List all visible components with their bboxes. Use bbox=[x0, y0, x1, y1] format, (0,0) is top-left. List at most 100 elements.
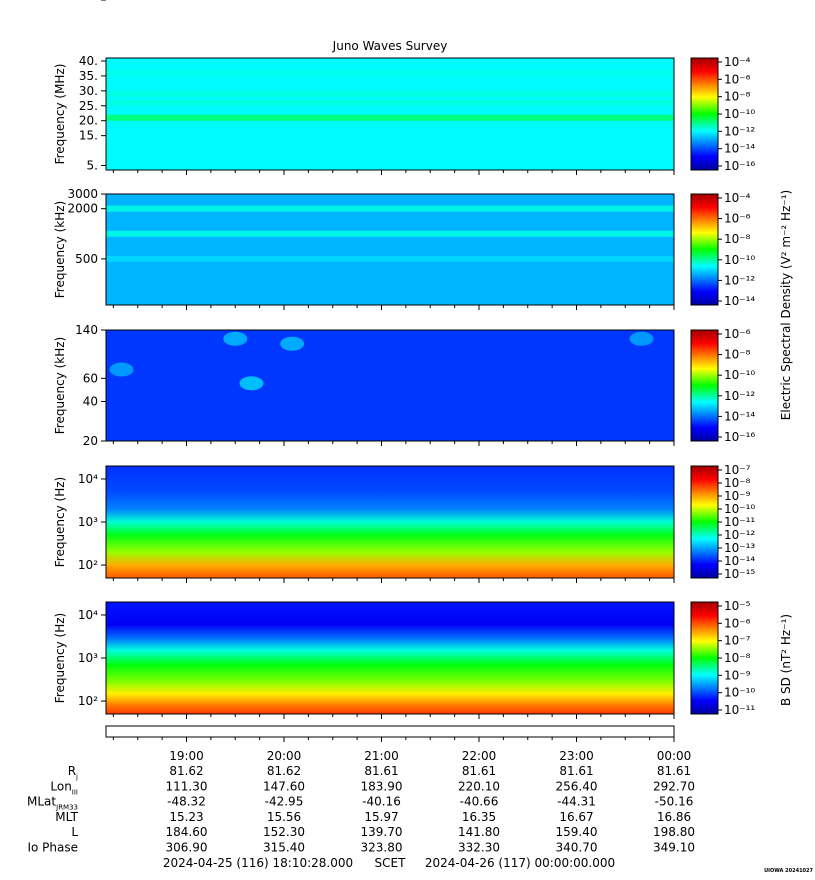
panel-3: 140 100 60 40 20 Frequency (kHz) 10⁻⁶ 10⁻⁸ 10⁻¹⁰… bbox=[53, 0, 755, 448]
spectrogram-panels: 5. 10. 15.20.25.30.35.40. Frequency (MHz) 10… bbox=[53, 0, 755, 719]
panel-4: 10⁴ 10³ 10² Frequency (Hz) 10⁻⁷10⁻⁸10⁻⁹10⁻¹⁰… bbox=[53, 463, 755, 583]
colorbar-tick-label: 10⁻¹² bbox=[724, 389, 755, 403]
y-tick-label: 3000 bbox=[67, 187, 98, 201]
y-axis-label: Frequency (Hz) bbox=[53, 477, 67, 568]
ephemeris-value: 81.61 bbox=[559, 764, 593, 778]
y-tick-label: 10. bbox=[79, 0, 98, 3]
ephemeris-value: -40.66 bbox=[460, 795, 499, 809]
electric-colorbar-label: Electric Spectral Density (V² m⁻² Hz⁻¹) bbox=[779, 190, 793, 420]
ephemeris-label: LonIII bbox=[50, 779, 78, 796]
ephemeris-value: 256.40 bbox=[555, 779, 597, 793]
y-tick-label: 10² bbox=[78, 694, 98, 708]
colorbar-1 bbox=[690, 57, 719, 171]
colorbar-tick-label: 10⁻¹³ bbox=[724, 541, 755, 555]
colorbar-tick-label: 10⁻¹⁰ bbox=[724, 253, 755, 267]
time-label: 22:00 bbox=[462, 749, 497, 763]
y-tick-label: 15. bbox=[79, 129, 98, 143]
ephemeris-label: MLT bbox=[55, 810, 78, 824]
ephemeris-value: 159.40 bbox=[555, 825, 597, 839]
colorbar-tick-label: 10⁻⁶ bbox=[724, 212, 751, 226]
y-tick-label: 35. bbox=[79, 69, 98, 83]
y-tick-label: 25. bbox=[79, 99, 98, 113]
ephemeris-label: L bbox=[71, 825, 78, 839]
panel-1-background bbox=[106, 58, 674, 170]
ephemeris-value: 220.10 bbox=[458, 779, 500, 793]
ephemeris-value: 306.90 bbox=[165, 841, 207, 855]
panel-5-spectrum bbox=[106, 602, 674, 714]
ephemeris-value: 147.60 bbox=[263, 779, 305, 793]
ephemeris-value: 15.56 bbox=[267, 810, 301, 824]
y-tick-label: 5. bbox=[87, 159, 98, 173]
ephemeris-value: 111.30 bbox=[165, 779, 207, 793]
time-label: 23:00 bbox=[559, 749, 594, 763]
y-tick-label: 2000 bbox=[67, 202, 98, 216]
emission-feature bbox=[223, 331, 248, 346]
y-axis-label: Frequency (kHz) bbox=[53, 337, 67, 434]
emission-feature bbox=[629, 331, 654, 346]
footer-start-time: 2024-04-25 (116) 18:10:28.000 bbox=[163, 856, 353, 870]
ephemeris-value: 340.70 bbox=[555, 841, 597, 855]
ephemeris-value: 323.80 bbox=[360, 841, 402, 855]
colorbar-tick-label: 10⁻⁸ bbox=[724, 476, 751, 490]
ephemeris-value: 15.97 bbox=[364, 810, 398, 824]
footer-scet: SCET bbox=[375, 856, 407, 870]
panel-5: 10⁴ 10³ 10² Frequency (Hz) 10⁻⁵ 10⁻⁶ 10⁻⁷ 10⁻⁸ 1… bbox=[53, 599, 755, 719]
panel-4-spectrum bbox=[106, 466, 674, 578]
colorbar-tick-label: 10⁻¹⁰ bbox=[724, 368, 755, 382]
emission-band bbox=[106, 205, 674, 212]
y-tick-label: 20 bbox=[83, 434, 98, 448]
ephemeris-value: 15.23 bbox=[169, 810, 203, 824]
ephemeris-value: 152.30 bbox=[263, 825, 305, 839]
colorbar-tick-label: 10⁻¹² bbox=[724, 273, 755, 287]
ephemeris-value: 141.80 bbox=[458, 825, 500, 839]
emission-feature bbox=[280, 336, 305, 351]
colorbar-tick-label: 10⁻⁶ bbox=[724, 72, 751, 86]
time-label: 19:00 bbox=[169, 749, 204, 763]
colorbar-3 bbox=[690, 329, 719, 442]
y-tick-label: 10⁴ bbox=[78, 608, 98, 622]
ephemeris-label: Rj bbox=[68, 764, 78, 781]
emission-feature bbox=[239, 376, 264, 391]
colorbar-tick-label: 10⁻⁵ bbox=[724, 599, 751, 613]
colorbar-tick-label: 10⁻⁸ bbox=[724, 90, 751, 104]
ephemeris-value: 315.40 bbox=[263, 841, 305, 855]
colorbar-tick-label: 10⁻¹⁴ bbox=[724, 142, 755, 156]
colorbar-4 bbox=[690, 465, 719, 579]
colorbar-tick-label: 10⁻⁶ bbox=[724, 616, 751, 630]
panel-1: 5. 10. 15.20.25.30.35.40. Frequency (MHz) 10… bbox=[53, 0, 755, 175]
ephemeris-value: 16.35 bbox=[462, 810, 496, 824]
colorbar-tick-label: 10⁻¹⁴ bbox=[724, 409, 755, 423]
y-tick-label: 500 bbox=[75, 252, 98, 266]
ephemeris-value: -48.32 bbox=[167, 795, 206, 809]
emission-feature bbox=[109, 362, 134, 377]
time-axis-strip bbox=[105, 725, 675, 738]
panel-3-frame bbox=[105, 329, 675, 442]
ephemeris-value: 139.70 bbox=[360, 825, 402, 839]
y-tick-label: 20. bbox=[79, 114, 98, 128]
colorbar-tick-label: 10⁻¹⁰ bbox=[724, 686, 755, 700]
ephemeris-value: 81.62 bbox=[267, 764, 301, 778]
colorbar-2 bbox=[690, 193, 719, 306]
time-label: 00:00 bbox=[657, 749, 692, 763]
ephemeris-value: -40.16 bbox=[362, 795, 401, 809]
colorbar-tick-label: 10⁻¹⁴ bbox=[724, 294, 755, 308]
panel-1-frame bbox=[105, 57, 675, 171]
emission-band bbox=[106, 69, 674, 76]
emission-band bbox=[106, 99, 674, 106]
ephemeris-table: 19:00 20:00 21:00 22:00 23:00 00:00 Rj 81.62 81.… bbox=[27, 749, 695, 855]
ephemeris-label: Io Phase bbox=[27, 841, 78, 855]
ephemeris-value: 81.62 bbox=[169, 764, 203, 778]
colorbar-tick-label: 10⁻¹⁰ bbox=[724, 107, 755, 121]
ephemeris-value: 16.67 bbox=[559, 810, 593, 824]
ephemeris-value: 16.86 bbox=[657, 810, 691, 824]
footer-end-time: 2024-04-26 (117) 00:00:00.000 bbox=[425, 856, 615, 870]
panel-2-frame bbox=[105, 193, 675, 306]
ephemeris-value: 292.70 bbox=[653, 779, 695, 793]
colorbar-tick-label: 10⁻⁶ bbox=[724, 327, 751, 341]
ephemeris-value: 332.30 bbox=[458, 841, 500, 855]
ephemeris-value: 81.61 bbox=[462, 764, 496, 778]
emission-band bbox=[106, 114, 674, 121]
y-axis-label: Frequency (kHz) bbox=[53, 201, 67, 298]
time-label: 21:00 bbox=[364, 749, 399, 763]
